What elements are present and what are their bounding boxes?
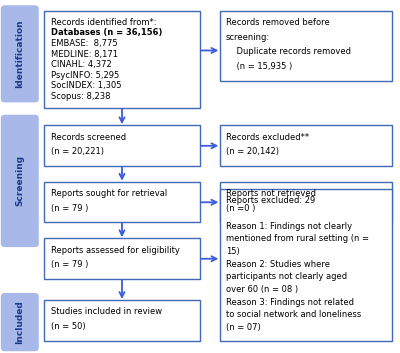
FancyBboxPatch shape: [1, 293, 39, 351]
Text: (n = 15,935 ): (n = 15,935 ): [226, 62, 292, 71]
Text: participants not clearly aged: participants not clearly aged: [226, 273, 347, 281]
Text: (n = 79 ): (n = 79 ): [51, 204, 88, 213]
Text: Reason 1: Findings not clearly: Reason 1: Findings not clearly: [226, 222, 352, 231]
Text: Records identified from*:: Records identified from*:: [51, 18, 156, 27]
FancyBboxPatch shape: [44, 182, 200, 222]
Text: Duplicate records removed: Duplicate records removed: [226, 47, 351, 56]
Text: Reason 3: Findings not related: Reason 3: Findings not related: [226, 298, 354, 307]
Text: (n = 07): (n = 07): [226, 323, 261, 332]
FancyBboxPatch shape: [44, 238, 200, 279]
Text: mentioned from rural setting (n =: mentioned from rural setting (n =: [226, 234, 369, 243]
Text: Screening: Screening: [15, 155, 24, 207]
Text: MEDLINE: 8,171: MEDLINE: 8,171: [51, 49, 118, 59]
Text: Databases (n = 36,156): Databases (n = 36,156): [51, 28, 162, 37]
Text: SocINDEX: 1,305: SocINDEX: 1,305: [51, 82, 121, 90]
FancyBboxPatch shape: [220, 11, 392, 81]
Text: Studies included in review: Studies included in review: [51, 307, 162, 317]
Text: (n = 20,142): (n = 20,142): [226, 147, 279, 156]
Text: PsycINFO: 5,295: PsycINFO: 5,295: [51, 71, 119, 80]
Text: (n = 79 ): (n = 79 ): [51, 260, 88, 269]
Text: (n = 50): (n = 50): [51, 322, 86, 331]
Text: 15): 15): [226, 247, 240, 256]
Text: EMBASE:  8,775: EMBASE: 8,775: [51, 39, 118, 48]
Text: to social network and loneliness: to social network and loneliness: [226, 311, 361, 319]
FancyBboxPatch shape: [220, 125, 392, 166]
Text: (n =0 ): (n =0 ): [226, 204, 255, 213]
Text: Records excluded**: Records excluded**: [226, 133, 309, 142]
FancyBboxPatch shape: [220, 182, 392, 222]
Text: (n = 20,221): (n = 20,221): [51, 147, 104, 156]
Text: over 60 (n = 08 ): over 60 (n = 08 ): [226, 285, 298, 294]
Text: Identification: Identification: [15, 19, 24, 88]
Text: Scopus: 8,238: Scopus: 8,238: [51, 92, 110, 101]
Text: screening:: screening:: [226, 33, 270, 42]
FancyBboxPatch shape: [1, 5, 39, 102]
FancyBboxPatch shape: [44, 11, 200, 108]
Text: Reports sought for retrieval: Reports sought for retrieval: [51, 189, 167, 198]
Text: Records removed before: Records removed before: [226, 18, 330, 27]
FancyBboxPatch shape: [44, 125, 200, 166]
FancyBboxPatch shape: [220, 189, 392, 341]
Text: Reports excluded: 29: Reports excluded: 29: [226, 196, 315, 205]
Text: CINAHL: 4,372: CINAHL: 4,372: [51, 60, 112, 69]
FancyBboxPatch shape: [1, 115, 39, 247]
Text: Records screened: Records screened: [51, 133, 126, 142]
FancyBboxPatch shape: [44, 300, 200, 341]
Text: Reports assessed for eligibility: Reports assessed for eligibility: [51, 246, 180, 255]
Text: Reason 2: Studies where: Reason 2: Studies where: [226, 260, 330, 269]
Text: Included: Included: [15, 300, 24, 344]
Text: Reports not retrieved: Reports not retrieved: [226, 189, 316, 198]
